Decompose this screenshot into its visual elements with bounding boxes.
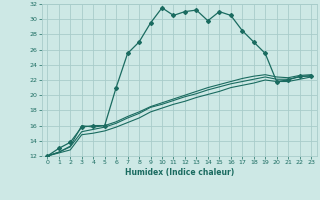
X-axis label: Humidex (Indice chaleur): Humidex (Indice chaleur): [124, 168, 234, 177]
